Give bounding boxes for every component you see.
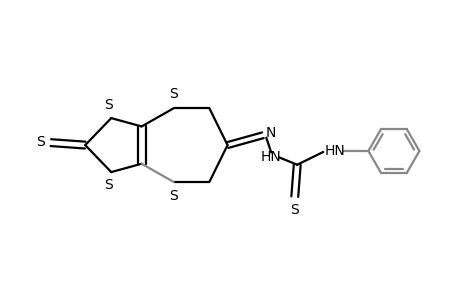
Text: S: S: [169, 87, 178, 101]
Text: S: S: [104, 178, 113, 192]
Text: HN: HN: [324, 144, 344, 158]
Text: HN: HN: [260, 150, 280, 164]
Text: S: S: [36, 135, 45, 149]
Text: S: S: [169, 189, 178, 203]
Text: S: S: [104, 98, 113, 112]
Text: S: S: [290, 203, 298, 217]
Text: N: N: [265, 126, 275, 140]
